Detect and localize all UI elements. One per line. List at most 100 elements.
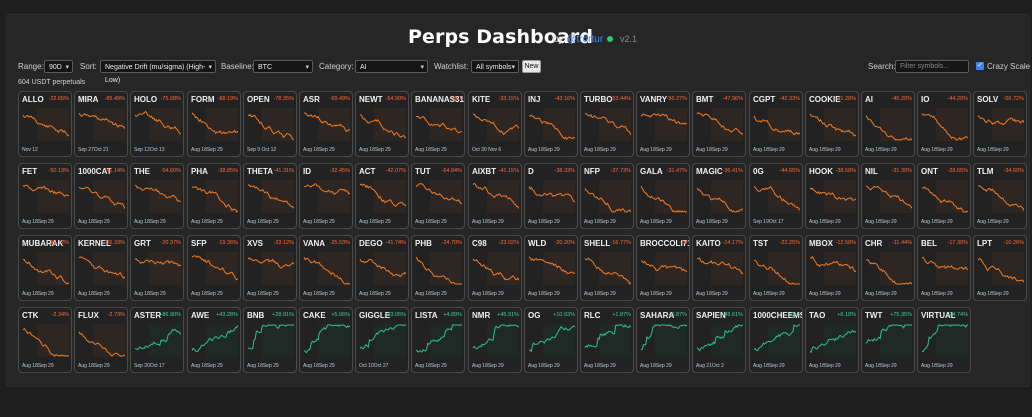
search-input[interactable]: Filter symbols... — [895, 60, 969, 73]
symbol-tile[interactable]: WLD -20.20% Aug 18Sep 29 — [524, 235, 578, 301]
sparkline-line — [977, 185, 1024, 211]
symbol-tile[interactable]: SFP -19.36% Aug 18Sep 29 — [187, 235, 241, 301]
symbol-tile[interactable]: GRT -20.37% Aug 18Sep 29 — [130, 235, 184, 301]
symbol-tile[interactable]: AI -45.29% Aug 18Sep 29 — [861, 91, 915, 157]
symbol-tile[interactable]: COOKIE -41.28% Aug 18Sep 29 — [805, 91, 859, 157]
symbol-tile[interactable]: MIRA -85.49% Sep 27Oct 21 — [74, 91, 128, 157]
symbol-tile[interactable]: KERNEL -35.33% Aug 18Sep 29 — [74, 235, 128, 301]
sparkline-range-band — [992, 252, 1024, 285]
symbol-tile[interactable]: BROCCOLI714-26 Aug 18Sep 29 — [636, 235, 690, 301]
symbol-tile[interactable]: 0G -44.65% Sep 19Oct 17 — [749, 163, 803, 229]
symbol-tile[interactable]: AIXBT -41.15% Aug 18Sep 29 — [468, 163, 522, 229]
symbol-tile[interactable]: ACT -42.07% Aug 18Sep 29 — [355, 163, 409, 229]
tile-date-range: Aug 18Sep 29 — [640, 291, 672, 297]
sparkline-line — [303, 324, 350, 354]
baseline-select[interactable]: BTC ▾ — [253, 60, 313, 73]
tile-symbol: RLC — [584, 311, 601, 320]
watchlist-select[interactable]: All symbols ▾ — [471, 60, 519, 73]
symbol-tile[interactable]: TLM -34.60% Aug 18Sep 29 — [973, 163, 1027, 229]
symbol-tile[interactable]: FORM -88.19% Aug 18Sep 29 — [187, 91, 241, 157]
symbol-tile[interactable]: THE -54.60% Aug 18Sep 29 — [130, 163, 184, 229]
tile-symbol: BNB — [247, 311, 265, 320]
symbol-tile[interactable]: SAHARA +0.87% Aug 18Sep 29 — [636, 307, 690, 373]
symbol-tile[interactable]: KAITO -14.17% Aug 18Sep 29 — [692, 235, 746, 301]
symbol-tile[interactable]: BANANAS31 -59.7 Aug 18Sep 29 — [411, 91, 465, 157]
symbol-tile[interactable]: FLUX -2.73% Aug 18Sep 29 — [74, 307, 128, 373]
sparkline-range-band — [262, 252, 294, 285]
symbol-tile[interactable]: VANRY -56.27% Aug 18Sep 29 — [636, 91, 690, 157]
symbol-tile[interactable]: FET -50.13% Aug 18Sep 29 — [18, 163, 72, 229]
range-select[interactable]: 90D ▾ — [44, 60, 73, 73]
symbol-tile[interactable]: GALA -31.47% Aug 18Sep 29 — [636, 163, 690, 229]
sparkline-chart — [528, 324, 575, 357]
symbol-tile[interactable]: VIRTUAL +14.74% Aug 18Sep 29 — [917, 307, 971, 373]
sparkline-range-band — [880, 324, 912, 357]
sparkline-chart — [22, 324, 69, 357]
symbol-tile[interactable]: THETA -41.31% Aug 18Sep 29 — [243, 163, 297, 229]
symbol-tile[interactable]: INJ -43.16% Aug 18Sep 29 — [524, 91, 578, 157]
sparkline-range-band — [318, 180, 350, 213]
sparkline-line — [22, 184, 69, 198]
symbol-tile[interactable]: AWE +43.28% Aug 18Sep 29 — [187, 307, 241, 373]
symbol-tile[interactable]: ALLO -22.65% Nov 12 — [18, 91, 72, 157]
symbol-tile[interactable]: MBOX -12.58% Aug 18Sep 29 — [805, 235, 859, 301]
symbol-tile[interactable]: 1000CAT -41.14% Aug 18Sep 29 — [74, 163, 128, 229]
symbol-tile[interactable]: ASR -69.49% Aug 18Sep 29 — [299, 91, 353, 157]
symbol-tile[interactable]: PHB -24.70% Aug 18Sep 29 — [411, 235, 465, 301]
sort-select[interactable]: Negative Drift (mu/sigma) (High-Low) ▾ — [100, 60, 216, 84]
symbol-tile[interactable]: NMR +45.91% Aug 18Sep 29 — [468, 307, 522, 373]
symbol-tile[interactable]: NEWT -54.90% Aug 18Sep 29 — [355, 91, 409, 157]
sparkline-line — [753, 115, 800, 136]
sparkline-line — [640, 113, 687, 125]
author-link[interactable]: @trdrtur — [566, 34, 604, 45]
sparkline-line — [528, 256, 575, 275]
symbol-tile[interactable]: NIL -31.39% Aug 18Sep 29 — [861, 163, 915, 229]
symbol-tile[interactable]: MUBARAK -35.12% Aug 18Sep 29 — [18, 235, 72, 301]
symbol-tile[interactable]: LISTA +4.89% Aug 18Sep 29 — [411, 307, 465, 373]
symbol-tile[interactable]: MAGIC -36.41% Aug 18Sep 29 — [692, 163, 746, 229]
symbol-tile[interactable]: HOLO -75.68% Sep 12Oct 13 — [130, 91, 184, 157]
symbol-tile[interactable]: BEL -17.30% Aug 18Sep 29 — [917, 235, 971, 301]
symbol-tile[interactable]: CHR -11.44% Aug 18Sep 29 — [861, 235, 915, 301]
symbol-tile[interactable]: C98 -23.02% Aug 18Sep 29 — [468, 235, 522, 301]
symbol-tile[interactable]: NFP -37.73% Aug 18Sep 29 — [580, 163, 634, 229]
symbol-tile[interactable]: DEGO -41.74% Aug 18Sep 29 — [355, 235, 409, 301]
symbol-tile[interactable]: ONT -28.65% Aug 18Sep 29 — [917, 163, 971, 229]
symbol-tile[interactable]: OG +10.93% Aug 18Sep 29 — [524, 307, 578, 373]
symbol-tile[interactable]: BMT -47.96% Aug 18Sep 29 — [692, 91, 746, 157]
tile-symbol: CTK — [22, 311, 39, 320]
tile-change: -38.58% — [835, 168, 857, 174]
crazy-scale-checkbox[interactable]: ✓ — [976, 62, 984, 70]
symbol-tile[interactable]: TURBO -53.44% Aug 18Sep 29 — [580, 91, 634, 157]
symbol-tile[interactable]: BNB +28.91% Aug 18Sep 29 — [243, 307, 297, 373]
symbol-tile[interactable]: CGPT -42.33% Aug 18Sep 29 — [749, 91, 803, 157]
symbol-tile[interactable]: SHELL -16.77% Aug 18Sep 29 — [580, 235, 634, 301]
symbol-tile[interactable]: ASTER +86.90% Sep 20Oct 17 — [130, 307, 184, 373]
new-watchlist-button[interactable]: New — [522, 60, 541, 73]
symbol-tile[interactable]: PHA -38.85% Aug 18Sep 29 — [187, 163, 241, 229]
symbol-tile[interactable]: IO -44.20% Aug 18Sep 29 — [917, 91, 971, 157]
symbol-tile[interactable]: KITE -33.15% Oct 30 Nov 6 — [468, 91, 522, 157]
symbol-tile[interactable]: CTK -2.34% Aug 18Sep 29 — [18, 307, 72, 373]
symbol-tile[interactable]: SAPIEN +48.61% Aug 21Oct 2 — [692, 307, 746, 373]
symbol-tile[interactable]: SOLV -56.72% Aug 18Sep 29 — [973, 91, 1027, 157]
symbol-tile[interactable]: RLC +1.87% Aug 18Sep 29 — [580, 307, 634, 373]
tile-symbol: FLUX — [78, 311, 99, 320]
symbol-tile[interactable]: VANA -25.53% Aug 18Sep 29 — [299, 235, 353, 301]
symbol-tile[interactable]: TST -23.25% Aug 18Sep 29 — [749, 235, 803, 301]
symbol-tile[interactable]: TAO +6.18% Aug 18Sep 29 — [805, 307, 859, 373]
tile-change: -17.30% — [947, 240, 969, 246]
symbol-tile[interactable]: GIGGLE +93.06% Oct 10Oct 27 — [355, 307, 409, 373]
symbol-tile[interactable]: TUT -64.84% Aug 18Sep 29 — [411, 163, 465, 229]
symbol-tile[interactable]: XVS -23.12% Aug 18Sep 29 — [243, 235, 297, 301]
symbol-tile[interactable]: OPEN -78.35% Sep 9 Oct 12 — [243, 91, 297, 157]
category-select[interactable]: AI ▾ — [355, 60, 428, 73]
symbol-tile[interactable]: LPT -10.26% Aug 18Sep 29 — [973, 235, 1027, 301]
sparkline-chart — [472, 180, 519, 213]
symbol-tile[interactable]: ID -32.45% Aug 18Sep 29 — [299, 163, 353, 229]
symbol-tile[interactable]: 1000CHEEMS +2.6 Aug 18Sep 29 — [749, 307, 803, 373]
symbol-tile[interactable]: D -38.33% Aug 18Sep 29 — [524, 163, 578, 229]
symbol-tile[interactable]: CAKE +5.06% Aug 18Sep 29 — [299, 307, 353, 373]
symbol-tile[interactable]: HOOK -38.58% Aug 18Sep 29 — [805, 163, 859, 229]
symbol-tile[interactable]: TWT +75.35% Aug 18Sep 29 — [861, 307, 915, 373]
